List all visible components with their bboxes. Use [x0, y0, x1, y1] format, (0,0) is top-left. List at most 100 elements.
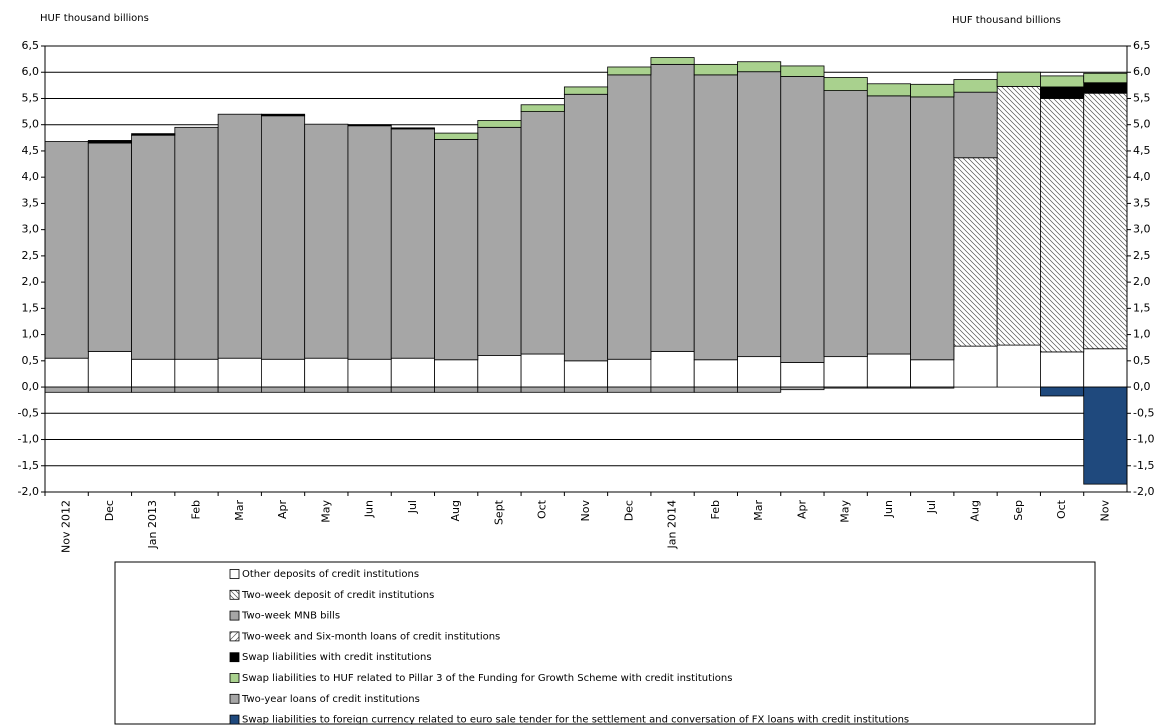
bar-segment — [1083, 386, 1128, 485]
y2-tick-label: 5,0 — [1133, 118, 1151, 131]
y-tick-label: 4,5 — [22, 144, 40, 157]
y2-tick-label: 6,0 — [1133, 65, 1151, 78]
bar-segment — [434, 132, 479, 140]
bar-segment — [44, 141, 89, 359]
bar-segment — [304, 123, 349, 359]
bar-segment — [390, 386, 435, 393]
bar-segment — [823, 90, 868, 358]
bar-segment — [607, 386, 652, 393]
y-tick-label: 3,0 — [22, 223, 40, 236]
bar-segment — [780, 386, 825, 391]
x-tick-label: Nov — [1098, 500, 1111, 522]
bar-segment — [737, 71, 782, 358]
y-tick-label: -1,0 — [18, 433, 39, 446]
bar-segment — [693, 359, 738, 388]
bar-segment — [737, 61, 782, 73]
x-tick-label: Sept — [492, 499, 505, 525]
x-tick-label: Oct — [536, 499, 549, 519]
bar-segment — [910, 96, 955, 361]
bar-segment — [520, 104, 565, 112]
legend-label: Two-year loans of credit institutions — [241, 694, 420, 705]
x-tick-label: Apr — [795, 500, 808, 520]
legend-swatch — [229, 589, 240, 600]
legend-label: Swap liabilities with credit institution… — [242, 652, 432, 663]
bar-segment — [1040, 386, 1085, 397]
bar-segment — [347, 125, 392, 360]
bar-segment — [520, 353, 565, 388]
bar-segment — [563, 93, 609, 362]
bar-segment — [780, 65, 825, 77]
y-tick-label: 6,5 — [22, 39, 40, 52]
bar-segment — [866, 353, 912, 388]
y-tick-label: 0,0 — [22, 380, 40, 393]
bar-segment — [87, 140, 132, 144]
bar-segment — [304, 386, 349, 393]
x-tick-label: Apr — [276, 500, 289, 520]
legend-label: Swap liabilities to HUF related to Pilla… — [242, 673, 732, 684]
y-tick-label: 0,5 — [22, 354, 40, 367]
legend-label: Two-week deposit of credit institutions — [241, 590, 434, 601]
legend-swatch — [229, 610, 240, 621]
bar-segment — [347, 386, 392, 393]
bar-segment — [996, 344, 1041, 388]
bar-segment — [1083, 72, 1128, 84]
bar-segment — [650, 350, 695, 388]
bar-segment — [44, 357, 89, 388]
bar-segment — [563, 360, 609, 388]
bar-segment — [910, 83, 955, 98]
x-tick-label: Jun — [882, 500, 895, 518]
x-tick-label: Sep — [1012, 500, 1025, 521]
bar-segment — [477, 120, 522, 128]
bar-segment — [260, 386, 306, 393]
bar-segment — [737, 386, 782, 393]
bar-segment — [866, 95, 912, 355]
x-tick-label: May — [319, 500, 332, 523]
bar-segment — [131, 358, 176, 388]
bar-segment — [1040, 86, 1085, 99]
x-tick-label: Oct — [1055, 499, 1068, 519]
bar-segment — [87, 142, 132, 352]
y2-tick-label: 5,5 — [1133, 91, 1151, 104]
y-tick-label: 1,5 — [22, 301, 40, 314]
bar-segment — [131, 386, 176, 393]
bar-segment — [390, 127, 435, 130]
y-tick-label: -1,5 — [18, 459, 39, 472]
bar-segment — [217, 386, 262, 393]
bar-segment — [823, 77, 868, 92]
bar-segment — [131, 133, 176, 136]
bar-segment — [87, 350, 132, 388]
bar-segment — [650, 386, 695, 393]
y2-tick-label: 4,5 — [1133, 144, 1151, 157]
bar-segment — [347, 358, 392, 388]
y2-tick-label: -2,0 — [1133, 485, 1154, 498]
y-tick-label: 5,0 — [22, 118, 40, 131]
x-tick-label: Jul — [406, 500, 419, 514]
bar-segment — [174, 386, 219, 393]
x-tick-label: May — [839, 500, 852, 523]
bar-segment — [866, 386, 912, 389]
legend-label: Other deposits of credit institutions — [242, 569, 419, 580]
bar-segment — [780, 76, 825, 363]
y-axis-label: HUF thousand billions — [40, 13, 149, 24]
x-tick-label: Jun — [363, 500, 376, 518]
plot: -2,0 -1,5 -1,0 -0,5 0,0 0,5 1,0 1,5 2,0 2,5 3,0 3,5… — [18, 39, 1155, 553]
x-tick-label: Jan 2013 — [146, 500, 159, 549]
bar-segment — [520, 111, 565, 355]
bar-segment — [434, 386, 479, 393]
bar-segment — [131, 134, 176, 360]
x-tick-label: Nov — [579, 500, 592, 522]
y-tick-label: 5,5 — [22, 91, 40, 104]
y2-tick-label: 4,0 — [1133, 170, 1151, 183]
y2-tick-label: 2,5 — [1133, 249, 1151, 262]
y-tick-label: 1,0 — [22, 328, 40, 341]
bar-segment — [434, 359, 479, 388]
x-tick-label: Mar — [752, 500, 765, 521]
bar-segment — [44, 386, 89, 393]
x-tick-label: Jan 2014 — [666, 500, 679, 549]
bar-segment — [823, 386, 868, 389]
legend-label: Two-week MNB bills — [241, 611, 340, 622]
x-tick-label: Dec — [103, 500, 116, 521]
bar-segment — [174, 126, 219, 360]
bar-segment — [866, 83, 912, 97]
y2-tick-label: 0,5 — [1133, 354, 1151, 367]
